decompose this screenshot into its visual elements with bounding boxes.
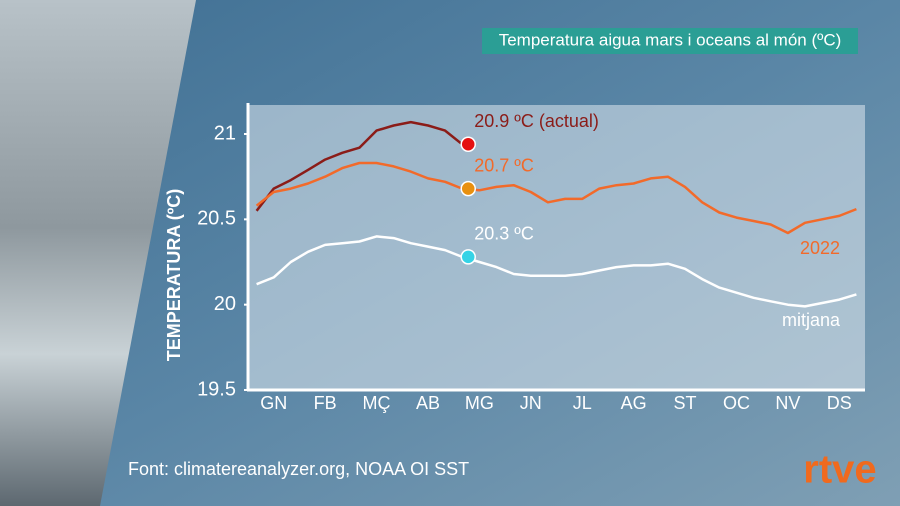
x-tick-label: AB xyxy=(416,393,440,413)
logo: rtve xyxy=(803,448,876,492)
y-axis-title: TEMPERATURA (ºC) xyxy=(164,189,184,362)
y-tick-label: 20 xyxy=(214,293,236,315)
marker xyxy=(460,180,476,197)
chart-title: Temperatura aigua mars i oceans al món (… xyxy=(499,30,842,49)
series-label: mitjana xyxy=(782,310,841,330)
x-tick-label: MG xyxy=(465,393,494,413)
y-tick-label: 21 xyxy=(214,122,236,144)
plot-area xyxy=(248,105,865,390)
x-tick-label: NV xyxy=(775,393,800,413)
series-label: 2022 xyxy=(800,238,840,258)
marker xyxy=(460,249,476,265)
photo xyxy=(0,0,196,506)
value-label: 20.7 ºC xyxy=(474,155,534,175)
x-tick-label: GN xyxy=(260,393,287,413)
value-label: 20.3 ºC xyxy=(474,224,534,244)
x-tick-label: JN xyxy=(520,393,542,413)
source: Font: climatereanalyzer.org, NOAA OI SST xyxy=(128,459,469,479)
x-tick-label: OC xyxy=(723,393,750,413)
marker xyxy=(460,136,476,153)
x-tick-label: AG xyxy=(621,393,647,413)
value-label: 20.9 ºC (actual) xyxy=(474,111,599,131)
series-line xyxy=(255,120,463,212)
x-tick-label: MÇ xyxy=(363,393,391,413)
series-line xyxy=(255,161,857,235)
title-box xyxy=(482,28,858,54)
x-tick-label: FB xyxy=(314,393,337,413)
x-tick-label: JL xyxy=(573,393,592,413)
x-tick-label: ST xyxy=(674,393,697,413)
series-line xyxy=(256,235,857,308)
x-tick-label: DS xyxy=(827,393,852,413)
y-tick-label: 20.5 xyxy=(197,208,236,230)
y-tick-label: 19.5 xyxy=(197,378,236,400)
